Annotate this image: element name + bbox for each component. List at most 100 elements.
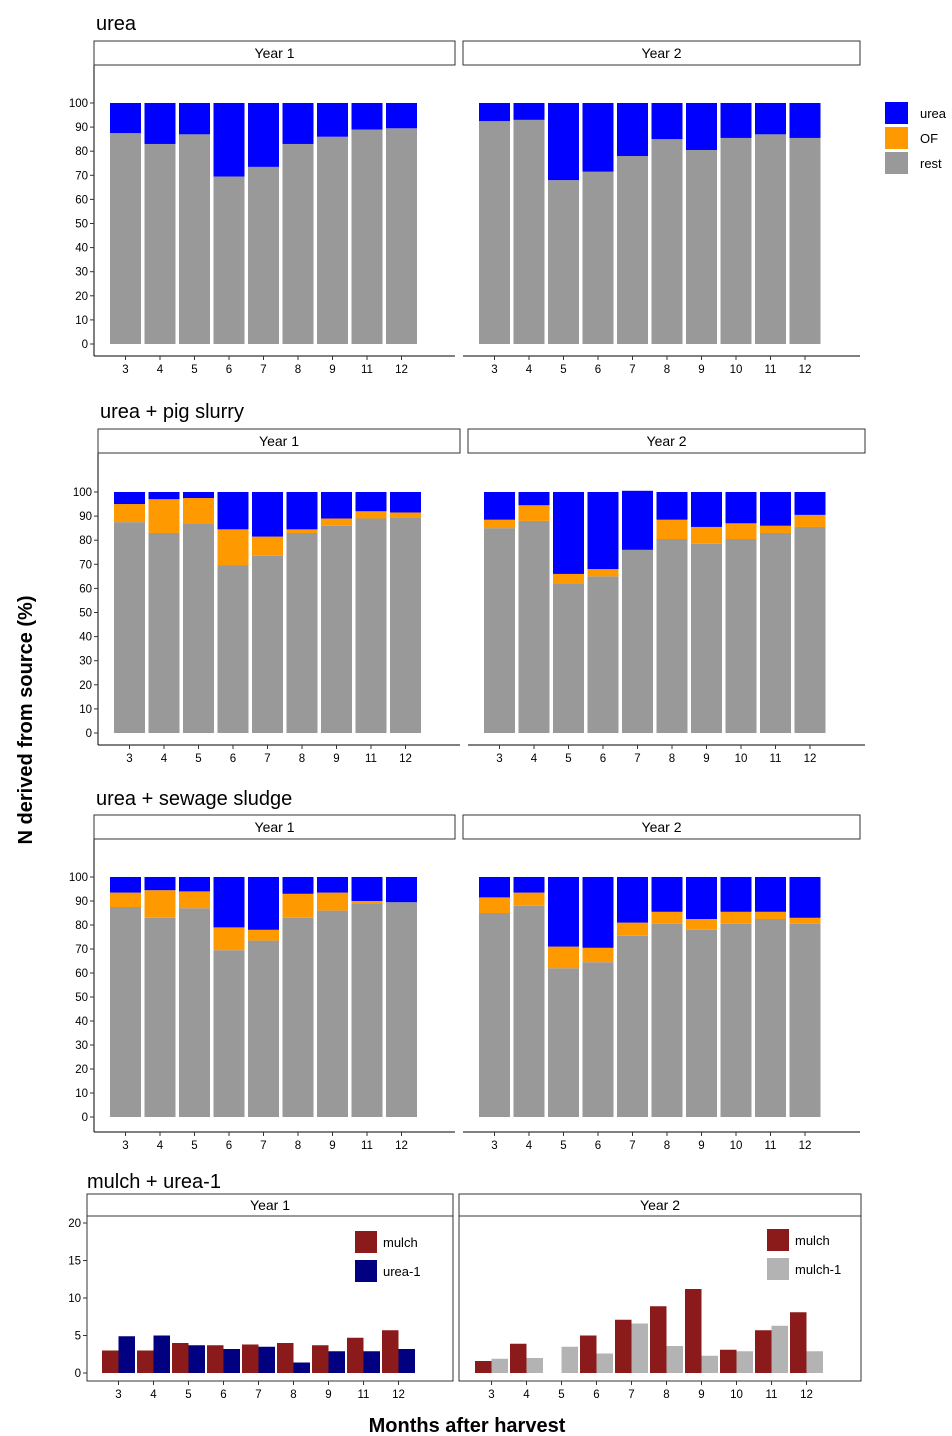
x-tick-label: 5 [185, 1389, 191, 1401]
y-tick-label: 30 [79, 656, 92, 668]
x-tick-label: 8 [663, 1389, 669, 1401]
x-tick-label: 8 [669, 753, 675, 765]
x-tick-label: 8 [295, 364, 301, 376]
legend-label: urea-1 [383, 1264, 421, 1279]
legend-label: mulch-1 [795, 1262, 841, 1277]
bar-segment-rest [789, 137, 821, 344]
bar-segment-urea [651, 877, 683, 912]
x-tick-label: 4 [526, 1140, 533, 1152]
bar-segment-urea [248, 877, 279, 930]
bar-segment-rest [548, 968, 579, 1117]
bar-segment-urea [548, 877, 579, 947]
bar-segment-rest [179, 134, 210, 344]
facet-strip-label: Year 1 [255, 45, 295, 61]
x-tick-label: 5 [191, 1140, 197, 1152]
x-tick-label: 6 [593, 1389, 599, 1401]
facet-strip [97, 428, 461, 454]
y-tick-label: 60 [79, 583, 92, 595]
bar-segment-of [248, 929, 279, 941]
y-tick-label: 80 [75, 920, 88, 932]
bar-mulch [580, 1335, 597, 1373]
bar-segment-rest [144, 143, 176, 344]
bar-segment-urea [582, 877, 614, 948]
bar-mulch-1 [561, 1346, 578, 1373]
bar-segment-rest [282, 917, 314, 1117]
legend-swatch-urea [885, 102, 908, 124]
x-tick-label: 6 [220, 1389, 226, 1401]
x-tick-label: 8 [664, 1140, 670, 1152]
x-tick-label: 6 [600, 753, 606, 765]
legend-label: OF [920, 131, 938, 146]
y-tick-label: 30 [75, 267, 88, 279]
bar-mulch-1 [771, 1325, 788, 1373]
bar-segment-of [183, 498, 214, 524]
y-tick-label: 90 [75, 896, 88, 908]
bar-urea-1 [293, 1362, 310, 1373]
bar-segment-urea [386, 103, 417, 129]
y-tick-label: 15 [68, 1256, 81, 1268]
facet-strip [462, 40, 861, 66]
facet-strip-label: Year 2 [647, 433, 687, 449]
bar-segment-rest [484, 528, 515, 733]
bar-segment-rest [248, 940, 279, 1117]
y-tick-label: 0 [75, 1368, 81, 1380]
facet-strip-label: Year 2 [642, 819, 682, 835]
y-tick-label: 50 [75, 219, 88, 231]
bar-segment-urea [110, 103, 141, 134]
x-tick-label: 7 [260, 364, 266, 376]
bar-segment-of [148, 499, 180, 533]
bar-segment-rest [386, 902, 417, 1117]
bar-segment-of [518, 505, 550, 521]
y-tick-label: 70 [79, 559, 92, 571]
bar-segment-rest [651, 139, 683, 344]
bar-segment-rest [321, 525, 352, 733]
x-tick-label: 4 [150, 1389, 157, 1401]
bar-segment-urea [720, 103, 752, 138]
bar-segment-rest [217, 565, 249, 733]
bar-segment-of [179, 891, 210, 909]
x-tick-label: 11 [770, 753, 782, 765]
bar-segment-of [286, 529, 318, 533]
bar-segment-rest [720, 923, 752, 1117]
bar-segment-rest [587, 576, 619, 733]
bar-segment-rest [386, 128, 417, 344]
bar-segment-rest [755, 134, 786, 344]
x-tick-label: 3 [115, 1389, 121, 1401]
bar-segment-urea [317, 103, 348, 137]
x-tick-label: 10 [735, 753, 748, 765]
bar-segment-urea [148, 492, 180, 500]
bar-segment-of [114, 504, 145, 523]
bar-segment-rest [114, 522, 145, 733]
panel-border [458, 1215, 862, 1382]
legend-swatch-of [885, 127, 908, 149]
x-tick-label: 3 [488, 1389, 494, 1401]
bar-segment-rest [686, 929, 717, 1117]
bar-mulch [277, 1343, 294, 1373]
bar-segment-of [686, 919, 717, 930]
x-tick-label: 9 [329, 1140, 335, 1152]
y-tick-label: 50 [75, 992, 88, 1004]
bar-segment-urea [282, 877, 314, 894]
x-tick-label: 8 [295, 1140, 301, 1152]
x-tick-label: 5 [191, 364, 197, 376]
bar-segment-of [587, 569, 619, 577]
x-tick-label: 4 [523, 1389, 530, 1401]
bar-segment-rest [656, 538, 688, 733]
bar-segment-urea [351, 877, 383, 901]
bar-segment-rest [720, 137, 752, 344]
bar-segment-of [725, 523, 757, 539]
bar-segment-rest [686, 149, 717, 344]
facet-strip-label: Year 2 [640, 1197, 680, 1213]
y-tick-label: 40 [75, 1016, 88, 1028]
bar-mulch [510, 1343, 527, 1373]
y-tick-label: 100 [69, 872, 88, 884]
bar-mulch [137, 1350, 154, 1373]
x-tick-label: 6 [226, 364, 232, 376]
legend-swatch-rest [885, 152, 908, 174]
bar-segment-urea [651, 103, 683, 140]
y-tick-label: 60 [75, 194, 88, 206]
chart-panel: urea 0 10 20 30 40 50 60 70 80 90 100 Year 1 3 4 5 6 7 8 9 1… [69, 13, 947, 376]
bar-segment-of [617, 922, 648, 936]
bar-segment-urea [144, 103, 176, 144]
x-tick-label: 5 [558, 1389, 564, 1401]
